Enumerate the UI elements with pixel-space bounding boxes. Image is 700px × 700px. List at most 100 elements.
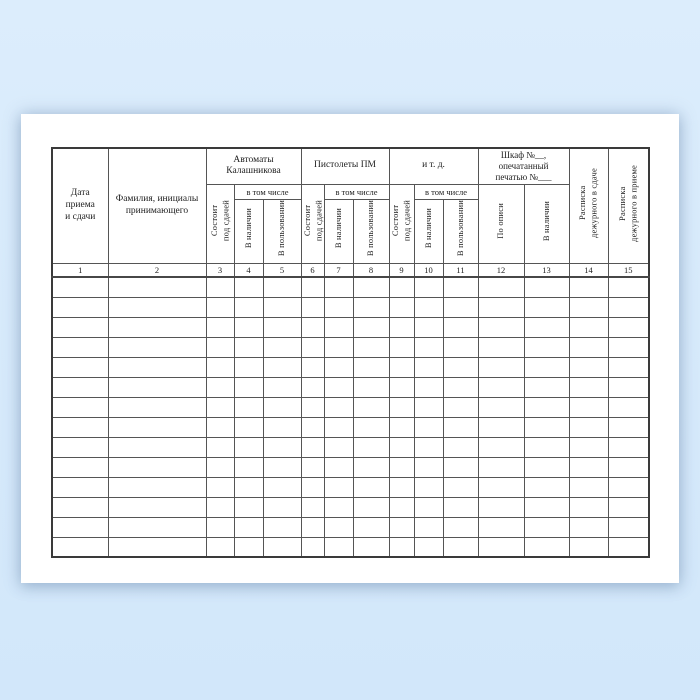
empty-cell: [107, 456, 207, 478]
empty-cell: [262, 536, 302, 558]
empty-cell: [233, 356, 264, 378]
empty-cell: [607, 436, 650, 458]
empty-cell: [300, 336, 325, 358]
header-cabinet-by-inventory: По описи: [477, 183, 525, 264]
empty-cell: [300, 536, 325, 558]
empty-cell: [413, 356, 444, 378]
empty-cell: [523, 276, 570, 298]
header-pm-in-use: В пользовании: [352, 198, 390, 264]
empty-cell: [523, 416, 570, 438]
empty-cell: [262, 336, 302, 358]
empty-cell: [352, 536, 390, 558]
empty-cell: [477, 296, 525, 318]
empty-cell: [107, 316, 207, 338]
empty-cell: [388, 476, 415, 498]
empty-cell: [607, 356, 650, 378]
empty-cell: [477, 516, 525, 538]
empty-cell: [442, 536, 479, 558]
empty-cell: [413, 396, 444, 418]
empty-cell: [568, 416, 609, 438]
header-group-kalashnikov: Автоматы Калашникова: [205, 147, 302, 185]
empty-cell: [51, 436, 109, 458]
empty-cell: [352, 316, 390, 338]
empty-cell: [477, 476, 525, 498]
empty-cell: [523, 396, 570, 418]
empty-cell: [233, 376, 264, 398]
empty-cell: [300, 416, 325, 438]
empty-cell: [568, 536, 609, 558]
empty-cell: [233, 316, 264, 338]
header-group-pm-pistols: Пистолеты ПМ: [300, 147, 390, 185]
empty-cell: [388, 356, 415, 378]
in-use-label: В пользовании: [276, 200, 287, 257]
under-delivery-label: Состоит под сдачей: [208, 200, 230, 242]
header-pm-available: В наличии: [323, 198, 354, 264]
empty-cell: [51, 376, 109, 398]
empty-cell: [352, 456, 390, 478]
empty-cell: [107, 416, 207, 438]
empty-cell: [568, 316, 609, 338]
empty-cell: [477, 336, 525, 358]
empty-cell: [51, 516, 109, 538]
empty-cell: [205, 516, 235, 538]
empty-cell: [262, 516, 302, 538]
empty-cell: [442, 456, 479, 478]
empty-cell: [523, 316, 570, 338]
empty-cell: [442, 296, 479, 318]
empty-cell: [262, 496, 302, 518]
column-number: 10: [413, 262, 444, 278]
header-receipt-handover: Расписка дежурного в сдаче: [568, 147, 609, 264]
empty-cell: [607, 476, 650, 498]
empty-cell: [413, 516, 444, 538]
empty-cell: [233, 516, 264, 538]
empty-cell: [205, 276, 235, 298]
empty-cell: [352, 356, 390, 378]
empty-cell: [388, 376, 415, 398]
table-row: [51, 296, 650, 318]
empty-cell: [205, 356, 235, 378]
empty-cell: [323, 516, 354, 538]
empty-cell: [388, 276, 415, 298]
header-etc-including: в том числе: [413, 183, 479, 200]
table-row: [51, 416, 650, 438]
table-row: [51, 316, 650, 338]
header-etc-available: В наличии: [413, 198, 444, 264]
empty-cell: [205, 396, 235, 418]
empty-cell: [413, 316, 444, 338]
empty-cell: [477, 396, 525, 418]
empty-cell: [51, 476, 109, 498]
empty-cell: [51, 536, 109, 558]
empty-cell: [300, 296, 325, 318]
empty-cell: [352, 396, 390, 418]
empty-cell: [388, 496, 415, 518]
paper-sheet: Дата приема и сдачи Фамилия, инициалы пр…: [21, 114, 679, 583]
available-label: В наличии: [332, 208, 343, 249]
empty-cell: [107, 356, 207, 378]
empty-cell: [607, 376, 650, 398]
empty-cell: [262, 276, 302, 298]
empty-cell: [413, 436, 444, 458]
empty-cell: [300, 456, 325, 478]
empty-cell: [477, 376, 525, 398]
available-label: В наличии: [242, 208, 253, 249]
empty-cell: [568, 336, 609, 358]
empty-cell: [352, 416, 390, 438]
under-delivery-label: Состоит под сдачей: [301, 200, 323, 242]
empty-cell: [51, 296, 109, 318]
column-number: 2: [107, 262, 207, 278]
empty-cell: [568, 476, 609, 498]
empty-cell: [51, 316, 109, 338]
empty-cell: [323, 436, 354, 458]
weapons-log-table: Дата приема и сдачи Фамилия, инициалы пр…: [51, 147, 651, 558]
empty-cell: [352, 436, 390, 458]
column-number: 12: [477, 262, 525, 278]
empty-cell: [205, 496, 235, 518]
by-inventory-label: По описи: [495, 203, 506, 239]
empty-cell: [51, 496, 109, 518]
empty-cell: [568, 396, 609, 418]
empty-cell: [300, 476, 325, 498]
empty-cell: [262, 296, 302, 318]
empty-cell: [300, 516, 325, 538]
empty-cell: [442, 356, 479, 378]
